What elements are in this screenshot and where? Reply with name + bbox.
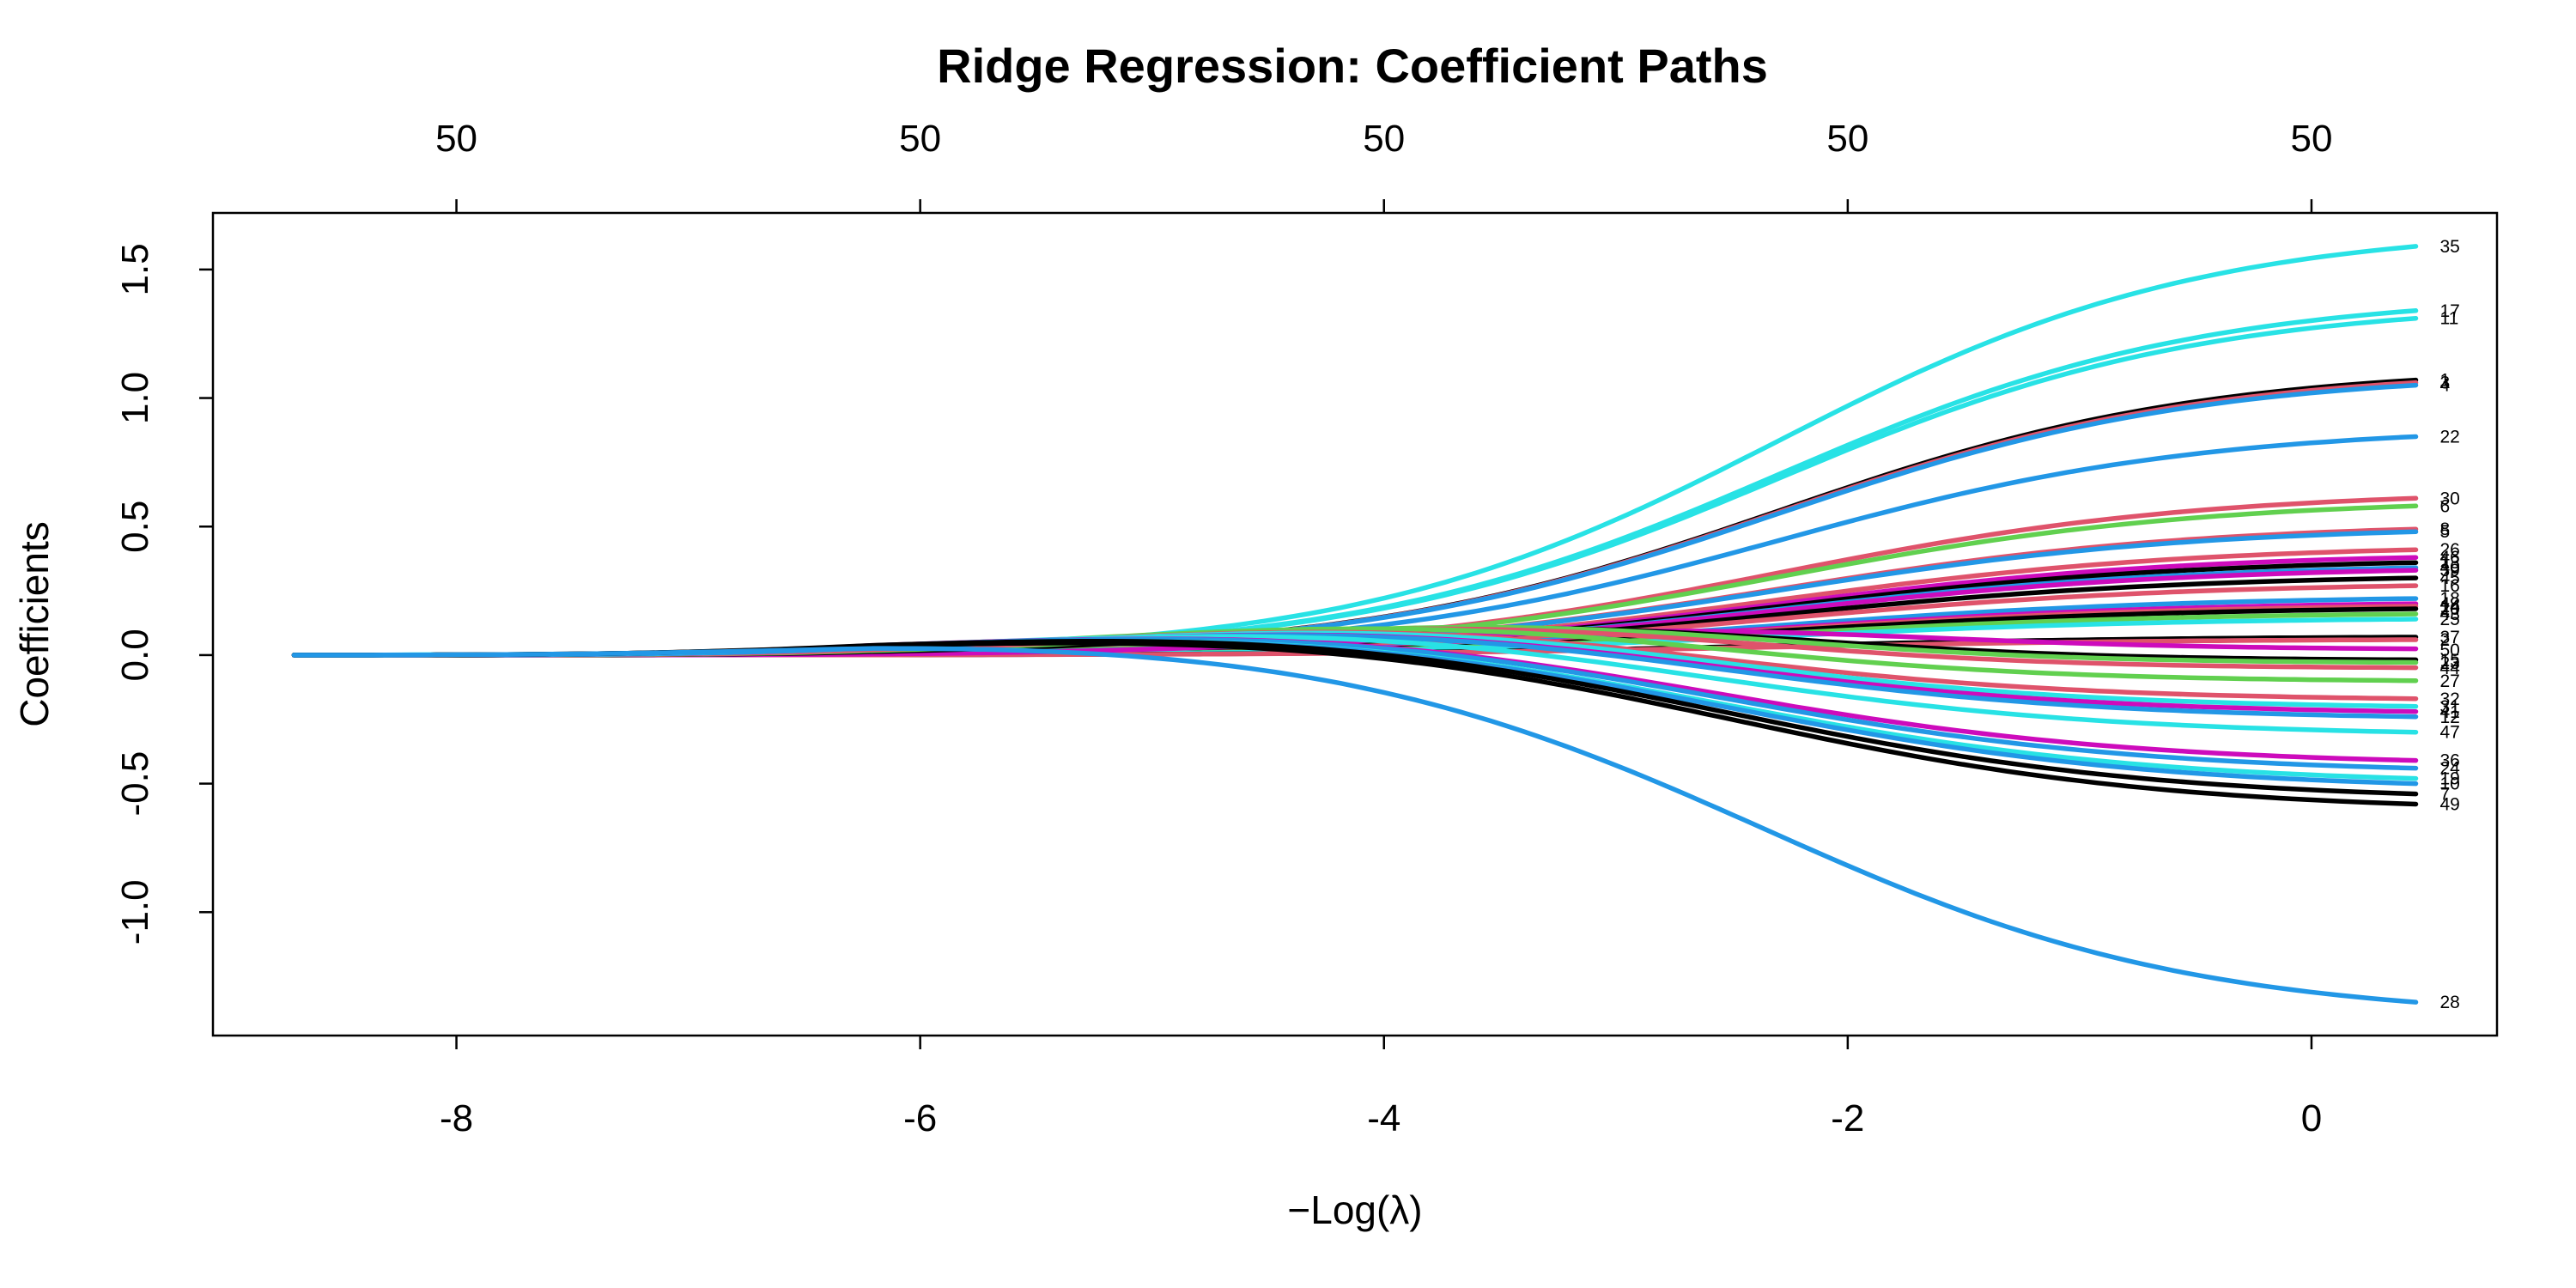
end-label-39: 39 bbox=[2439, 561, 2459, 580]
end-label-47: 47 bbox=[2439, 723, 2459, 743]
end-label-46: 46 bbox=[2439, 548, 2459, 568]
end-label-12: 12 bbox=[2439, 708, 2459, 727]
end-label-11: 11 bbox=[2439, 309, 2458, 329]
y-tick-label: 1.0 bbox=[114, 372, 156, 424]
end-label-43: 43 bbox=[2439, 605, 2459, 624]
end-label-44: 44 bbox=[2439, 659, 2460, 678]
coefficient-path-28 bbox=[291, 646, 2419, 1005]
y-tick-label: 1.5 bbox=[114, 243, 156, 295]
y-tick-label: -0.5 bbox=[114, 751, 156, 817]
y-axis-label: Coefficients bbox=[12, 521, 57, 727]
top-tick-label: 50 bbox=[1363, 118, 1405, 160]
top-tick-label: 50 bbox=[435, 118, 477, 160]
end-label-49: 49 bbox=[2439, 795, 2459, 815]
end-label-31: 31 bbox=[2439, 697, 2459, 717]
end-label-8: 8 bbox=[2439, 519, 2450, 539]
end-label-32: 32 bbox=[2439, 690, 2459, 709]
end-label-40: 40 bbox=[2439, 558, 2459, 578]
end-label-13: 13 bbox=[2439, 553, 2459, 573]
end-label-23: 23 bbox=[2439, 653, 2459, 673]
y-tick-label: -1.0 bbox=[114, 879, 156, 945]
end-label-36: 36 bbox=[2439, 751, 2459, 771]
end-label-18: 18 bbox=[2439, 589, 2459, 609]
chart-title: Ridge Regression: Coefficient Paths bbox=[937, 39, 1768, 93]
series-end-labels: 3517111342230685264613403945161842142043… bbox=[2439, 237, 2460, 1012]
x-tick-label: -6 bbox=[903, 1097, 937, 1139]
y-tick-label: 0.0 bbox=[114, 629, 156, 681]
end-label-4: 4 bbox=[2439, 376, 2450, 396]
end-label-5: 5 bbox=[2439, 522, 2450, 542]
top-tick-label: 50 bbox=[899, 118, 941, 160]
x-axis-label: −Log(λ) bbox=[1287, 1188, 1422, 1232]
end-label-28: 28 bbox=[2439, 993, 2459, 1012]
plot-border bbox=[211, 211, 2499, 1037]
end-label-42: 42 bbox=[2439, 594, 2459, 614]
end-label-20: 20 bbox=[2439, 599, 2459, 619]
end-label-27: 27 bbox=[2439, 671, 2459, 691]
end-label-16: 16 bbox=[2439, 576, 2459, 596]
y-tick-label: 0.5 bbox=[114, 501, 156, 553]
x-tick-label: -8 bbox=[440, 1097, 473, 1139]
end-label-41: 41 bbox=[2439, 702, 2459, 722]
series-lines bbox=[291, 244, 2419, 1005]
end-label-26: 26 bbox=[2439, 540, 2459, 560]
end-label-50: 50 bbox=[2439, 641, 2459, 660]
end-label-1: 1 bbox=[2439, 371, 2450, 391]
end-label-30: 30 bbox=[2439, 489, 2459, 508]
top-tick-label: 50 bbox=[2290, 118, 2332, 160]
plot-frame bbox=[211, 211, 2499, 1037]
end-label-10: 10 bbox=[2439, 775, 2459, 794]
end-label-14: 14 bbox=[2439, 597, 2460, 617]
end-label-19: 19 bbox=[2439, 769, 2459, 789]
x-tick-label: -2 bbox=[1831, 1097, 1864, 1139]
end-label-22: 22 bbox=[2439, 427, 2459, 447]
end-label-3: 3 bbox=[2439, 374, 2450, 393]
end-label-35: 35 bbox=[2439, 237, 2459, 257]
y-axis: -1.0 -0.5 0.0 0.5 1.0 1.5 bbox=[114, 243, 213, 945]
top-axis: 50 50 50 50 50 bbox=[435, 118, 2332, 213]
x-tick-label: 0 bbox=[2301, 1097, 2322, 1139]
end-label-25: 25 bbox=[2439, 610, 2459, 629]
end-label-2: 2 bbox=[2439, 630, 2450, 650]
end-label-6: 6 bbox=[2439, 496, 2450, 516]
end-label-17: 17 bbox=[2439, 301, 2459, 321]
end-label-45: 45 bbox=[2439, 568, 2459, 588]
end-label-37: 37 bbox=[2439, 628, 2459, 647]
x-axis: -8 -6 -4 -2 0 bbox=[440, 1036, 2322, 1139]
end-label-7: 7 bbox=[2439, 785, 2450, 805]
x-tick-label: -4 bbox=[1367, 1097, 1400, 1139]
coefficient-path-49 bbox=[291, 641, 2419, 807]
end-label-24: 24 bbox=[2439, 759, 2460, 779]
end-label-15: 15 bbox=[2439, 651, 2459, 671]
top-tick-label: 50 bbox=[1826, 118, 1868, 160]
